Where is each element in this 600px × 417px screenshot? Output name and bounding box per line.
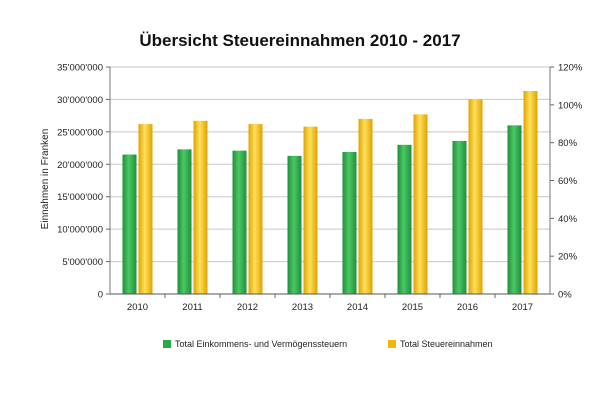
bar-steuereinnahmen bbox=[358, 118, 373, 294]
bar-einkommens-vermoegenssteuern bbox=[232, 150, 247, 294]
plot-area bbox=[109, 66, 551, 295]
x-tick-label: 2010 bbox=[127, 302, 148, 313]
bar-einkommens-vermoegenssteuern bbox=[122, 154, 137, 294]
legend-label-yellow: Total Steuereinnahmen bbox=[400, 339, 493, 349]
bar-steuereinnahmen bbox=[523, 90, 538, 294]
y2-tick-label: 100% bbox=[558, 100, 583, 111]
y2-tick-label: 40% bbox=[558, 214, 578, 225]
y2-tick-label: 60% bbox=[558, 176, 578, 187]
y-tick-label: 20'000'000 bbox=[57, 160, 103, 171]
x-tick-label: 2014 bbox=[347, 302, 368, 313]
bar-einkommens-vermoegenssteuern bbox=[397, 144, 412, 294]
x-tick-label: 2011 bbox=[182, 302, 202, 313]
y-tick-label: 5'000'000 bbox=[62, 257, 103, 268]
y2-tick-label: 0% bbox=[558, 290, 572, 301]
y-axis-ticks: 0 5'000'000 10'000'000 15'000'000 20'000'000… bbox=[57, 63, 110, 301]
y-tick-label: 0 bbox=[98, 290, 103, 301]
x-tick-label: 2012 bbox=[237, 302, 258, 313]
bar-steuereinnahmen bbox=[248, 124, 263, 295]
x-tick-label: 2013 bbox=[292, 302, 313, 313]
secondary-y-axis-ticks: 0% 20% 40% 60% 80% 100% 120% bbox=[550, 63, 583, 301]
y-tick-label: 35'000'000 bbox=[57, 63, 103, 74]
bar-steuereinnahmen bbox=[193, 120, 208, 295]
legend-swatch-green bbox=[163, 340, 171, 348]
y-tick-label: 15'000'000 bbox=[57, 192, 103, 203]
y2-tick-label: 80% bbox=[558, 138, 578, 149]
legend-swatch-yellow bbox=[388, 340, 396, 348]
x-tick-label: 2015 bbox=[402, 302, 423, 313]
bar-steuereinnahmen bbox=[468, 99, 483, 294]
x-tick-label: 2017 bbox=[512, 302, 533, 313]
legend: Total Einkommens- und Vermögenssteuern T… bbox=[163, 339, 493, 349]
y2-tick-label: 120% bbox=[558, 63, 583, 74]
bar-einkommens-vermoegenssteuern bbox=[342, 151, 357, 294]
bar-einkommens-vermoegenssteuern bbox=[287, 155, 302, 294]
y-axis-label: Einnahmen in Franken bbox=[40, 129, 51, 230]
y-tick-label: 25'000'000 bbox=[57, 127, 103, 138]
y2-tick-label: 20% bbox=[558, 252, 578, 263]
y-tick-label: 10'000'000 bbox=[57, 225, 103, 236]
bar-steuereinnahmen bbox=[413, 114, 428, 295]
bars bbox=[122, 90, 538, 295]
bar-einkommens-vermoegenssteuern bbox=[452, 140, 467, 294]
bar-steuereinnahmen bbox=[303, 126, 318, 294]
bar-einkommens-vermoegenssteuern bbox=[507, 125, 522, 294]
x-tick-label: 2016 bbox=[457, 302, 478, 313]
bar-einkommens-vermoegenssteuern bbox=[177, 149, 192, 294]
y-tick-label: 30'000'000 bbox=[57, 95, 103, 106]
x-axis-ticks: 2010 2011 2012 2013 2014 2015 2016 2017 bbox=[127, 294, 533, 313]
legend-label-green: Total Einkommens- und Vermögenssteuern bbox=[175, 339, 347, 349]
chart-title: Übersicht Steuereinnahmen 2010 - 2017 bbox=[139, 31, 460, 50]
bar-steuereinnahmen bbox=[138, 124, 153, 295]
gridlines bbox=[110, 66, 550, 263]
